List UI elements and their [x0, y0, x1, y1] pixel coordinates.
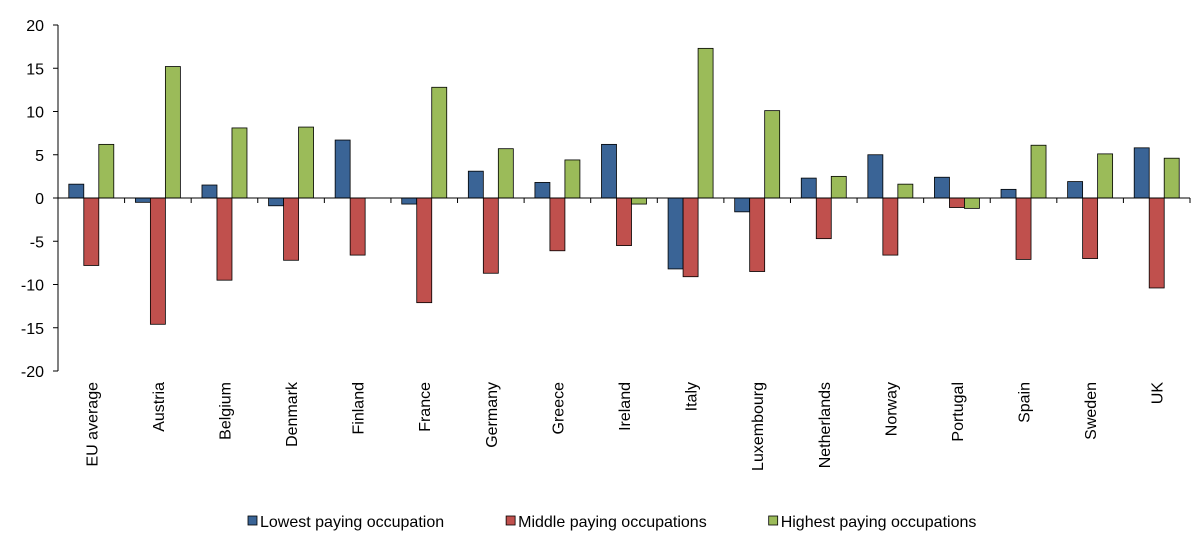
bar — [1000, 188, 1017, 199]
bar — [549, 197, 566, 252]
bar — [1067, 181, 1084, 199]
bar — [401, 197, 418, 205]
bar — [268, 197, 284, 207]
x-tick-label: France — [417, 382, 434, 432]
legend-swatch — [768, 515, 779, 526]
bar — [298, 126, 314, 199]
bar — [897, 183, 914, 199]
x-tick-label: Finland — [351, 382, 368, 434]
bar — [283, 197, 299, 261]
bar — [134, 197, 151, 203]
bar — [882, 197, 899, 256]
bar — [830, 175, 847, 199]
legend-label: Highest paying occupations — [781, 514, 977, 531]
bar — [800, 177, 817, 199]
bar — [98, 143, 115, 199]
bar — [934, 176, 950, 199]
bar — [149, 197, 166, 325]
bar — [431, 86, 448, 199]
x-tick-label: Denmark — [284, 381, 301, 447]
x-tick-label: Netherlands — [817, 382, 834, 468]
bar — [667, 197, 684, 270]
y-tick-label: 10 — [26, 105, 44, 122]
bar — [631, 197, 647, 205]
bar — [349, 197, 366, 256]
bar — [201, 184, 218, 199]
x-tick-label: Ireland — [617, 382, 634, 431]
bar — [764, 110, 781, 199]
bar — [534, 182, 551, 199]
legend-label: Middle paying occupations — [518, 514, 707, 531]
y-tick-label: -20 — [21, 364, 44, 381]
bar — [867, 154, 884, 199]
bar — [334, 139, 351, 199]
bar — [601, 143, 617, 199]
bar — [416, 197, 433, 304]
x-tick-label: Sweden — [1083, 382, 1100, 440]
x-tick-label: Spain — [1017, 382, 1034, 423]
x-tick-label: Portugal — [950, 382, 967, 442]
y-tick-label: 15 — [26, 61, 44, 78]
bar — [1082, 197, 1099, 259]
x-tick-label: Belgium — [217, 382, 234, 440]
bar — [467, 170, 484, 199]
x-tick-label: Germany — [484, 382, 501, 448]
y-tick-label: 0 — [35, 191, 44, 208]
x-tick-label: Luxembourg — [750, 382, 767, 471]
bar — [815, 197, 832, 240]
bar — [734, 197, 751, 213]
bar — [1133, 147, 1150, 199]
bar — [216, 197, 233, 281]
x-tick-label: Greece — [550, 382, 567, 435]
y-tick-label: 5 — [35, 148, 44, 165]
bar — [1097, 153, 1114, 199]
legend-label: Lowest paying occupation — [260, 514, 444, 531]
bar — [231, 127, 248, 199]
bar — [749, 197, 766, 272]
bar — [697, 47, 714, 199]
bar — [164, 66, 181, 199]
x-tick-label: Italy — [684, 382, 701, 411]
bar — [949, 197, 965, 208]
y-tick-label: 20 — [26, 18, 44, 35]
bar — [482, 197, 499, 274]
bar — [68, 183, 85, 199]
bar — [682, 197, 699, 278]
bar — [83, 197, 100, 266]
legend-swatch — [247, 515, 258, 526]
bar — [616, 197, 632, 246]
bar — [1148, 197, 1165, 289]
bar — [1163, 157, 1180, 199]
legend-swatch — [505, 515, 516, 526]
bar — [564, 159, 581, 199]
bar — [497, 148, 514, 199]
x-tick-label: UK — [1150, 382, 1167, 405]
y-tick-label: -15 — [21, 321, 44, 338]
y-tick-label: -5 — [30, 234, 44, 251]
bar — [964, 197, 980, 209]
bar — [1015, 197, 1032, 260]
x-tick-label: EU average — [84, 382, 101, 467]
bar — [1030, 144, 1047, 199]
x-tick-label: Norway — [883, 382, 900, 436]
y-tick-label: -10 — [21, 278, 44, 295]
x-tick-label: Austria — [151, 382, 168, 432]
